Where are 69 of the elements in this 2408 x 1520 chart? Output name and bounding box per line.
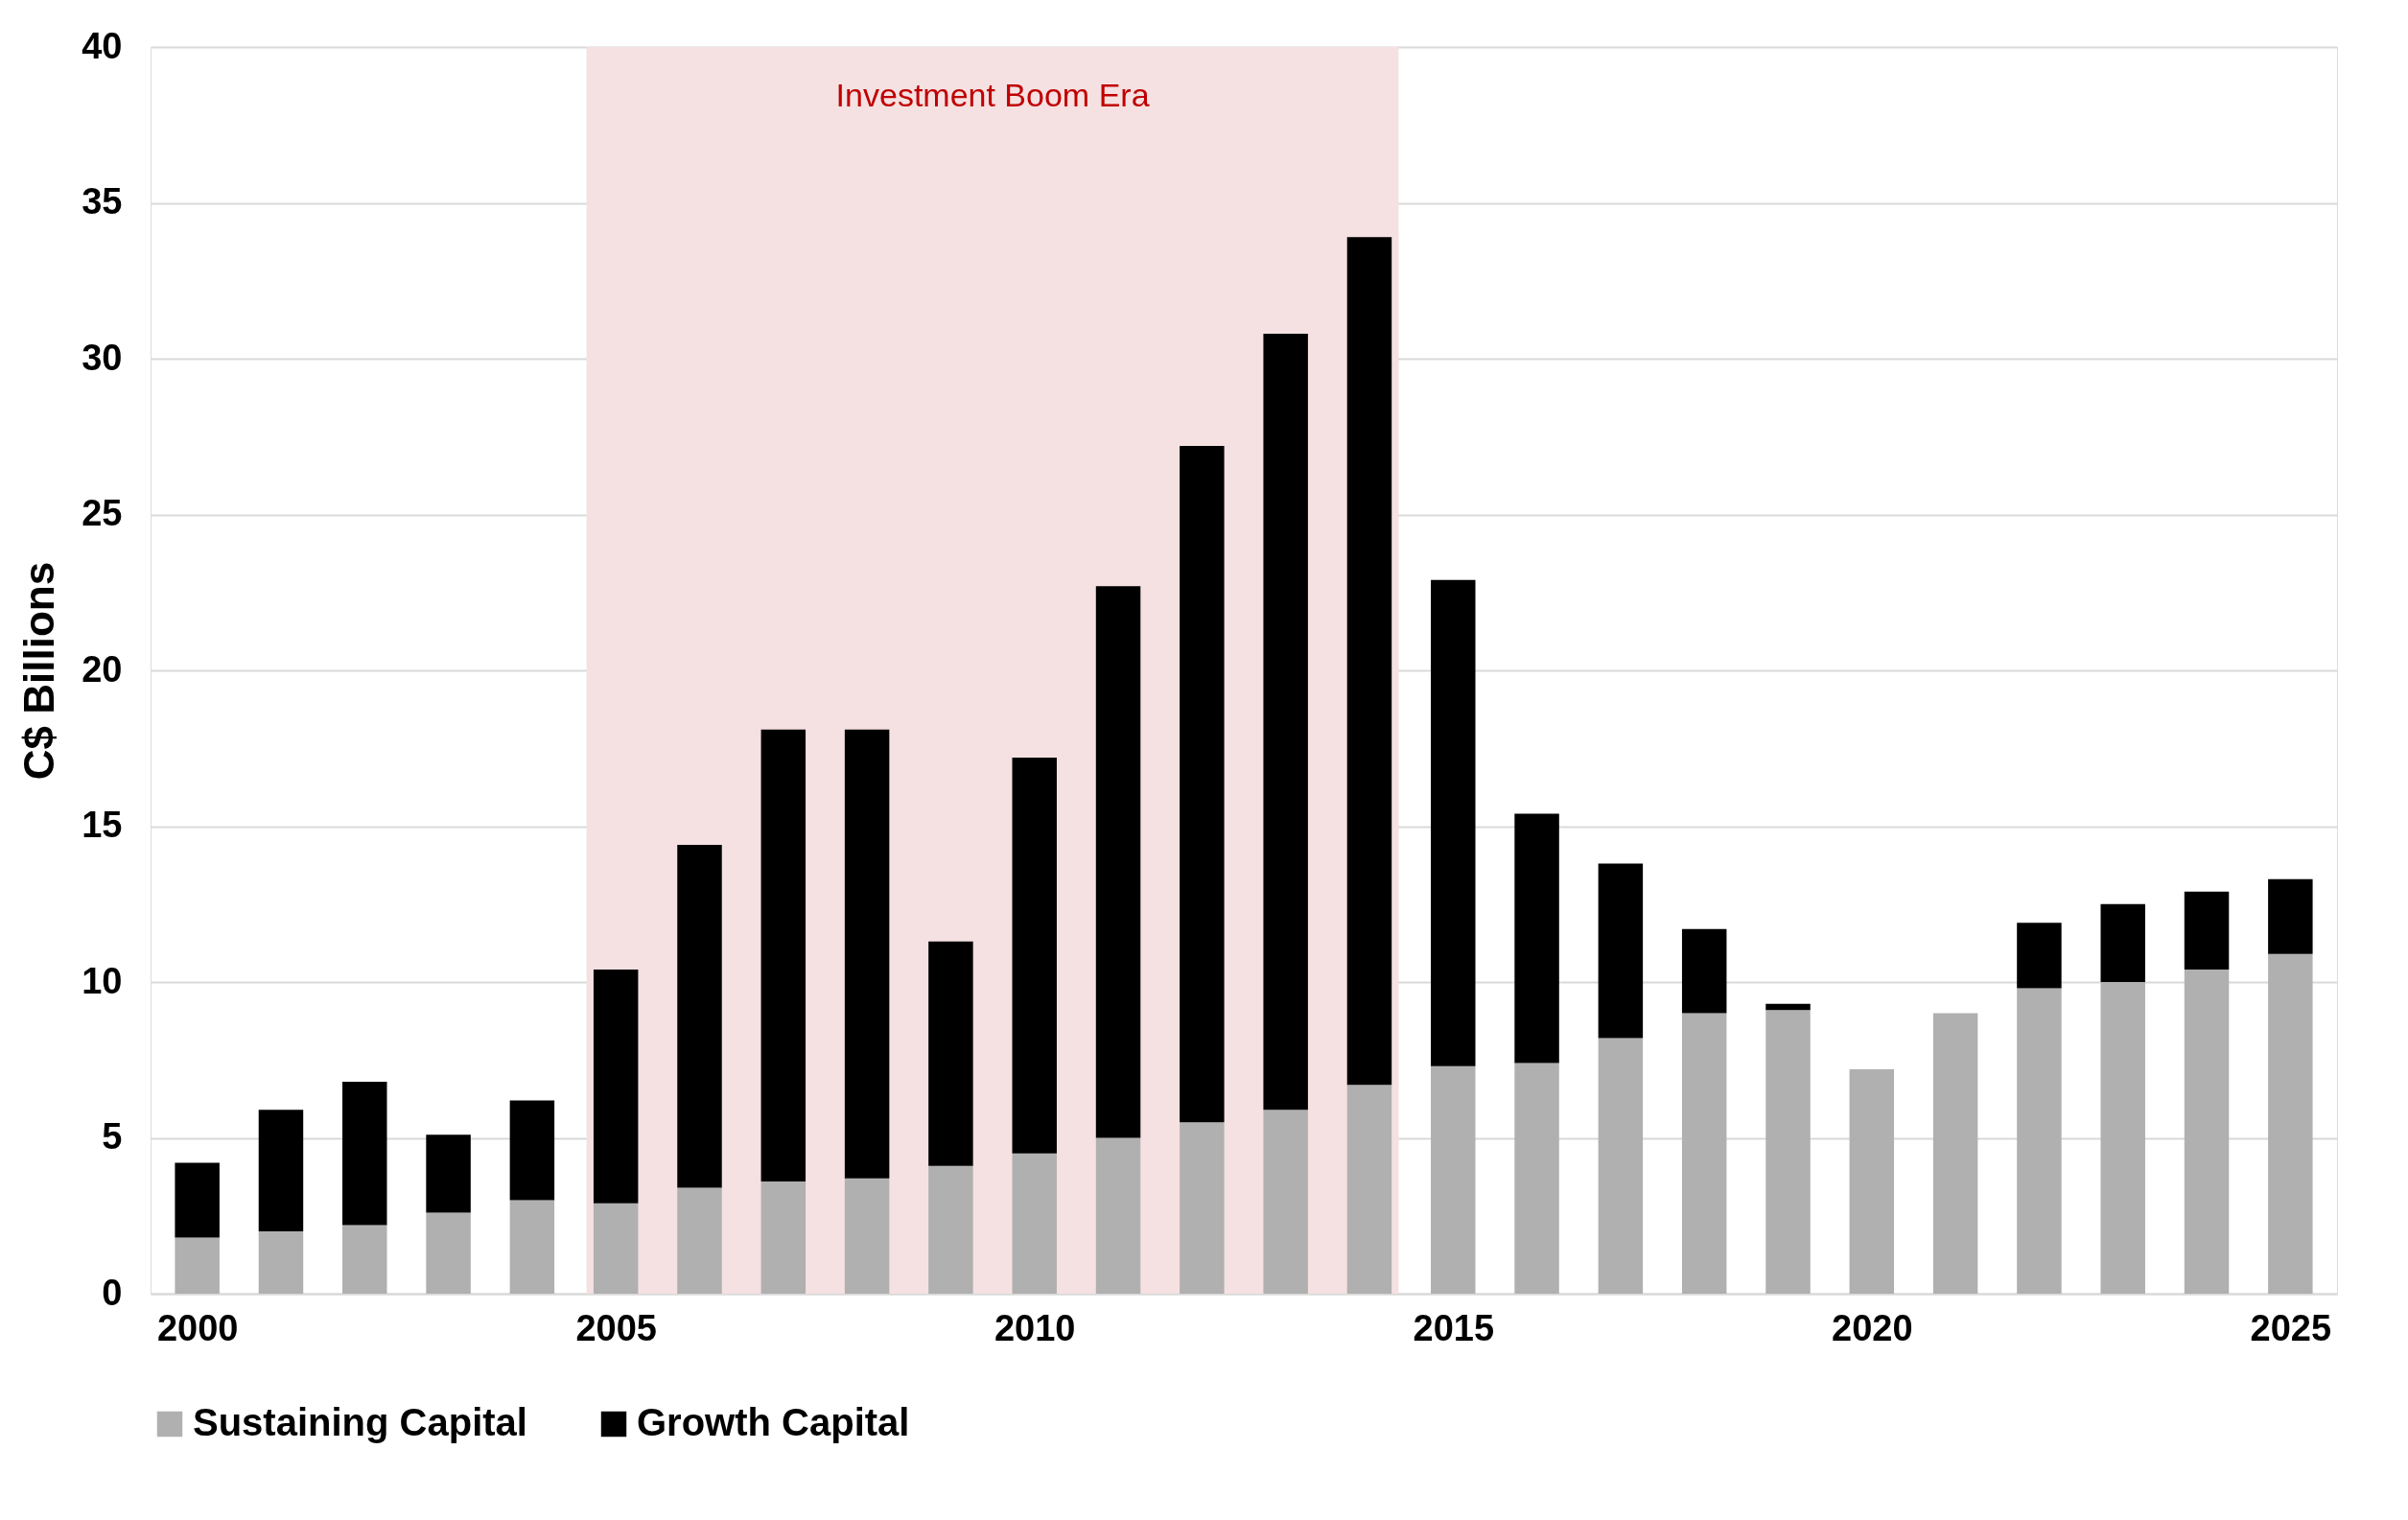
bar [1095, 1137, 1141, 1294]
bar [1681, 1013, 1727, 1294]
bar [2017, 923, 2062, 989]
x-tick-label: 2020 [1832, 1307, 1913, 1348]
legend-label: Growth Capital [637, 1401, 910, 1443]
bar [593, 1203, 639, 1294]
y-tick-label: 15 [82, 805, 123, 845]
bar [342, 1082, 387, 1226]
bar [1263, 1110, 1308, 1294]
bar [258, 1231, 304, 1294]
x-tick-label: 2015 [1413, 1307, 1495, 1348]
y-tick-label: 30 [82, 337, 123, 378]
bar [760, 729, 807, 1181]
bar [2268, 878, 2313, 954]
bar [1765, 1003, 1811, 1011]
bar [342, 1225, 387, 1294]
y-tick-label: 40 [82, 25, 123, 66]
bar [1849, 1069, 1895, 1294]
bar [677, 845, 722, 1188]
bar [1180, 446, 1225, 1123]
bar [1346, 237, 1392, 1086]
y-tick-label: 10 [82, 960, 123, 1001]
bar [1932, 1013, 1978, 1294]
bar [2017, 988, 2062, 1294]
bar [1431, 579, 1476, 1066]
bar [426, 1212, 471, 1294]
y-tick-label: 25 [82, 493, 123, 533]
bar [2184, 891, 2230, 970]
bar [1514, 1063, 1559, 1294]
y-tick-label: 35 [82, 181, 123, 222]
bar [175, 1237, 220, 1294]
x-tick-label: 2010 [994, 1307, 1076, 1348]
bar [844, 1178, 890, 1294]
y-axis-title: C$ Billions [15, 561, 63, 781]
bar [2268, 953, 2313, 1294]
bar [2184, 970, 2230, 1294]
bar [928, 941, 973, 1166]
bar [760, 1181, 807, 1294]
bar [677, 1187, 722, 1294]
band-label: Investment Boom Era [835, 77, 1150, 113]
bar [1765, 1010, 1811, 1294]
bar [928, 1165, 973, 1294]
bar [509, 1200, 555, 1294]
bar [509, 1100, 555, 1201]
bar [2100, 903, 2145, 982]
bar [1263, 334, 1308, 1111]
legend-label: Sustaining Capital [193, 1401, 527, 1443]
bar [1514, 813, 1559, 1064]
bar [1431, 1065, 1476, 1294]
y-tick-label: 0 [102, 1272, 123, 1313]
y-tick-label: 5 [102, 1116, 123, 1157]
bar [844, 729, 890, 1179]
bar [258, 1110, 304, 1231]
bar [1012, 758, 1057, 1154]
y-tick-label: 20 [82, 648, 123, 690]
bar [1346, 1085, 1392, 1294]
bar [175, 1162, 220, 1238]
bar [1598, 1038, 1644, 1294]
bar [593, 970, 639, 1204]
x-tick-label: 2000 [156, 1307, 239, 1348]
bar [1095, 586, 1141, 1138]
x-tick-label: 2005 [575, 1307, 657, 1348]
bar [1012, 1153, 1057, 1294]
bar [426, 1134, 471, 1213]
x-tick-label: 2025 [2250, 1307, 2332, 1348]
bar [1598, 863, 1644, 1039]
bar [2100, 982, 2145, 1294]
bar [1681, 928, 1727, 1014]
bar [1180, 1122, 1225, 1294]
